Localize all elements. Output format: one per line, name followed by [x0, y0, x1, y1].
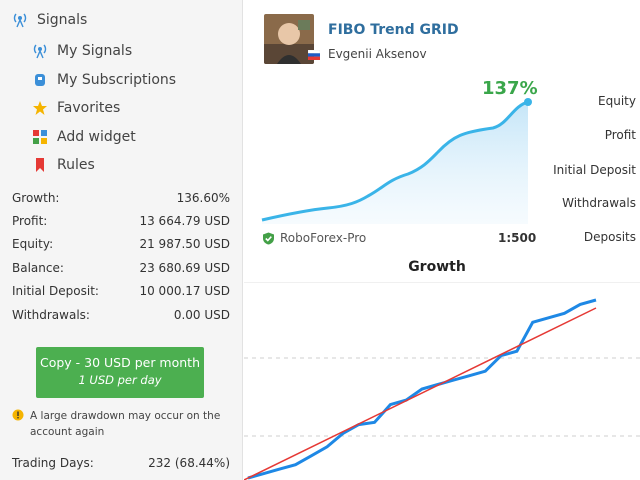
stat-label: Withdrawals: [12, 307, 90, 322]
nav-item-rules[interactable]: Rules [32, 157, 95, 173]
legend-profit: Profit [604, 128, 636, 142]
broker-name: RoboForex-Pro [280, 231, 367, 245]
stat-row-balance: Balance: 23 680.69 USD [12, 256, 230, 279]
verified-shield-icon [262, 232, 275, 245]
stat-value: 23 680.69 USD [139, 260, 230, 275]
stat-label: Balance: [12, 260, 64, 275]
author-avatar[interactable] [264, 14, 314, 64]
stat-row-profit: Profit: 13 664.79 USD [12, 209, 230, 232]
drawdown-warning: A large drawdown may occur on the accoun… [12, 408, 222, 440]
stat-row-equity: Equity: 21 987.50 USD [12, 233, 230, 256]
trading-days-label: Trading Days: [12, 456, 94, 470]
author-row[interactable]: Evgenii Aksenov [307, 47, 427, 61]
stat-row-withdrawals: Withdrawals: 0.00 USD [12, 303, 230, 326]
stat-value: 21 987.50 USD [139, 237, 230, 252]
nav-item-favorites[interactable]: Favorites [32, 100, 120, 116]
author-name: Evgenii Aksenov [328, 47, 427, 61]
nav-item-label: Add widget [57, 129, 136, 145]
chart-title: Growth [408, 259, 466, 275]
broker-row[interactable]: RoboForex-Pro [262, 231, 366, 245]
stat-row-growth: Growth: 136.60% [12, 186, 230, 209]
stat-label: Equity: [12, 237, 54, 252]
trading-days-value: 232 (68.44%) [148, 456, 230, 470]
legend-initial-deposit: Initial Deposit [553, 163, 636, 177]
growth-series-line [247, 298, 597, 480]
nav-item-add-widget[interactable]: Add widget [32, 129, 136, 145]
star-icon [32, 100, 48, 116]
stat-label: Profit: [12, 214, 48, 229]
nav-item-label: Favorites [57, 100, 121, 116]
mini-growth-chart [261, 98, 532, 224]
legend-deposits: Deposits [583, 230, 636, 244]
antenna-icon [12, 12, 28, 28]
stat-label: Initial Deposit: [12, 284, 99, 299]
growth-chart [244, 282, 640, 480]
stat-value: 136.60% [176, 190, 230, 205]
nav-item-label: My Signals [57, 43, 133, 59]
nav-item-label: My Subscriptions [57, 72, 177, 88]
russia-flag-icon [307, 49, 321, 60]
trading-days-row: Trading Days: 232 (68.44%) [12, 456, 230, 470]
nav-item-my-subscriptions[interactable]: My Subscriptions [32, 72, 176, 88]
subscription-icon [32, 72, 48, 88]
stat-label: Growth: [12, 190, 60, 205]
trend-line [244, 307, 597, 480]
legend-equity: Equity [598, 94, 636, 108]
growth-percent: 137% [482, 78, 538, 99]
nav-title-label: Signals [37, 12, 88, 28]
stat-value: 13 664.79 USD [139, 214, 230, 229]
nav-item-label: Rules [57, 157, 95, 173]
warning-text: A large drawdown may occur on the accoun… [30, 410, 221, 438]
signal-name-link[interactable]: FIBO Trend GRID [328, 22, 459, 38]
copy-button[interactable]: Copy - 30 USD per month 1 USD per day [36, 347, 204, 398]
bookmark-icon [32, 157, 48, 173]
sidebar: Signals My Signals My Subscriptions Favo… [0, 0, 243, 480]
widget-icon [32, 129, 48, 145]
nav-item-my-signals[interactable]: My Signals [32, 43, 132, 59]
stats-table: Growth: 136.60% Profit: 13 664.79 USD Equi… [12, 186, 230, 326]
antenna-icon [32, 43, 48, 59]
leverage: 1:500 [498, 231, 537, 245]
legend-withdrawals: Withdrawals [562, 196, 636, 210]
stat-value: 0.00 USD [173, 307, 230, 322]
copy-button-sublabel: 1 USD per day [78, 373, 162, 387]
warning-icon [12, 409, 24, 421]
stat-value: 10 000.17 USD [139, 284, 230, 299]
copy-button-label: Copy - 30 USD per month [39, 355, 201, 370]
stat-row-initial-deposit: Initial Deposit: 10 000.17 USD [12, 280, 230, 303]
nav-signals[interactable]: Signals [12, 12, 87, 28]
